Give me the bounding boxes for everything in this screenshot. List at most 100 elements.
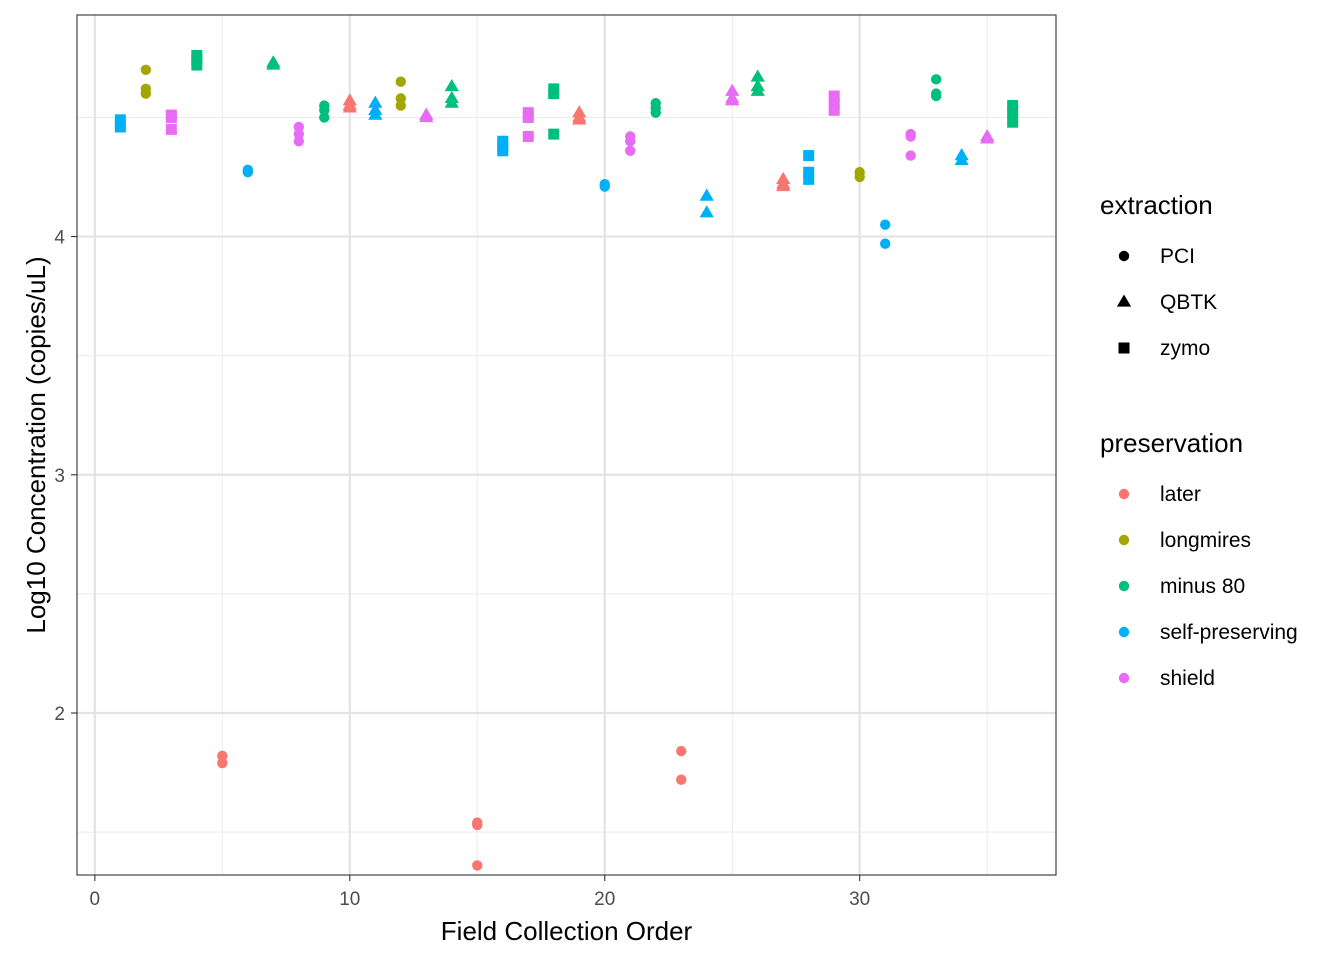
data-point [444,95,459,108]
y-tick-label: 2 [54,704,65,725]
data-point [319,112,330,123]
legend-key-color [1118,580,1130,592]
data-point [319,105,330,116]
data-point [114,114,126,126]
data-point [750,69,765,82]
data-point [140,64,152,75]
data-point [114,121,126,133]
data-point [395,76,406,87]
data-point [472,819,483,831]
data-point [954,152,969,165]
data-point [905,150,916,161]
x-tick-label: 30 [849,889,870,910]
data-point [625,145,636,156]
legend-key-color [1118,488,1130,500]
data-points [114,49,1019,871]
legend-key-color [1118,672,1130,684]
legend-label: longmires [1160,529,1251,552]
data-point [368,95,383,108]
data-point [395,93,406,104]
legend-label: PCI [1160,245,1195,268]
data-point [650,107,661,118]
data-point [699,205,714,218]
x-tick-label: 10 [339,889,360,910]
data-point [1007,116,1019,128]
minor-gridlines [77,15,1056,875]
data-point [522,130,534,142]
data-point [266,57,281,70]
data-point [930,90,942,102]
legend-key-color [1118,626,1130,638]
data-point [1007,100,1019,112]
legend-label: later [1160,483,1201,506]
data-point [548,128,560,140]
data-point [803,166,815,178]
data-point [293,128,305,140]
data-point [293,121,305,133]
data-point [676,774,687,785]
data-point [828,97,840,109]
data-point [191,59,203,71]
data-point [1007,107,1019,119]
legend-key-square [1118,342,1130,354]
data-point [217,757,228,769]
x-axis-title: Field Collection Order [441,916,693,946]
data-point [293,136,305,147]
axis-ticks: 0 10 20 30 2 3 4 [54,228,870,910]
data-point [676,745,687,757]
legend-label: QBTK [1160,291,1217,314]
data-point [725,93,740,106]
x-tick-label: 20 [594,889,615,910]
data-point [497,145,509,157]
data-point [444,78,459,92]
legend-preservation-title: preservation [1100,428,1243,458]
data-point [980,131,995,144]
data-point [368,107,383,120]
data-point [165,111,177,123]
data-point [572,112,587,125]
data-point [803,173,815,185]
data-point [342,100,357,113]
data-point [699,188,714,201]
data-point [750,83,765,96]
data-point [395,100,406,111]
legend-label: zymo [1160,337,1210,360]
legend-label: shield [1160,667,1215,690]
data-point [625,136,636,147]
y-axis-title: Log10 Concentration (copies/uL) [21,256,51,633]
data-point [548,88,560,100]
data-point [242,167,254,178]
data-point [930,74,942,85]
legend-extraction-title: extraction [1100,190,1213,220]
y-tick-label: 3 [54,466,65,487]
data-point [879,238,891,249]
data-point [776,179,791,192]
data-point [472,860,483,871]
data-point [217,750,228,762]
data-point [165,123,177,135]
legend-extraction: extraction PCI QBTK zymo [1100,190,1217,360]
data-point [828,90,840,102]
legend-key-color [1118,534,1130,546]
data-point [879,219,891,230]
data-point [725,83,740,96]
data-point [905,131,916,142]
data-point [599,181,610,192]
legend-key-circle [1118,250,1130,262]
y-tick-label: 4 [54,228,65,249]
panel-border [76,14,1057,876]
legend-label: self-preserving [1160,621,1298,644]
data-point [828,104,840,116]
legend-key-triangle [1116,294,1132,307]
legend-preservation: preservation later longmires minus 80 self-… [1100,428,1298,690]
data-point [140,88,152,99]
data-point [854,171,865,183]
data-point [522,111,534,123]
legend-label: minus 80 [1160,575,1245,598]
x-tick-label: 0 [90,889,101,910]
data-point [419,109,434,123]
data-point [803,150,815,162]
